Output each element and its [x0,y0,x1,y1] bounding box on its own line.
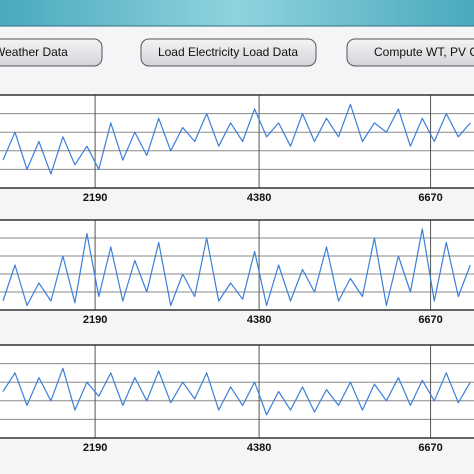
x-tick-label: 4380 [247,442,271,454]
button-label[interactable]: Compute WT, PV C [374,45,474,59]
x-tick-label: 2190 [83,314,107,326]
x-tick-label: 6670 [418,442,442,454]
button-label[interactable]: Load Electricity Load Data [158,45,298,59]
data-line [2,367,471,416]
data-line [2,103,471,175]
x-tick-label: 4380 [247,192,271,204]
chart: 2190 4380 6670 [0,219,474,326]
chart: 2190 4380 6670 [0,94,474,204]
x-tick-label: 2190 [83,192,107,204]
title-bar [0,0,474,26]
plot-area [0,220,474,310]
chart: 2190 4380 6670 [0,344,474,454]
toolbar: Weather Data Load Electricity Load Data … [0,38,474,67]
x-tick-label: 6670 [418,314,442,326]
x-tick-label: 4380 [247,314,271,326]
x-tick-label: 2190 [83,442,107,454]
plot-area [0,95,474,188]
button-label[interactable]: Weather Data [0,45,68,59]
plot-area [0,345,474,438]
x-tick-label: 6670 [418,192,442,204]
button[interactable] [0,38,103,67]
button[interactable] [140,38,317,67]
button[interactable] [346,38,474,67]
data-line [2,228,471,307]
